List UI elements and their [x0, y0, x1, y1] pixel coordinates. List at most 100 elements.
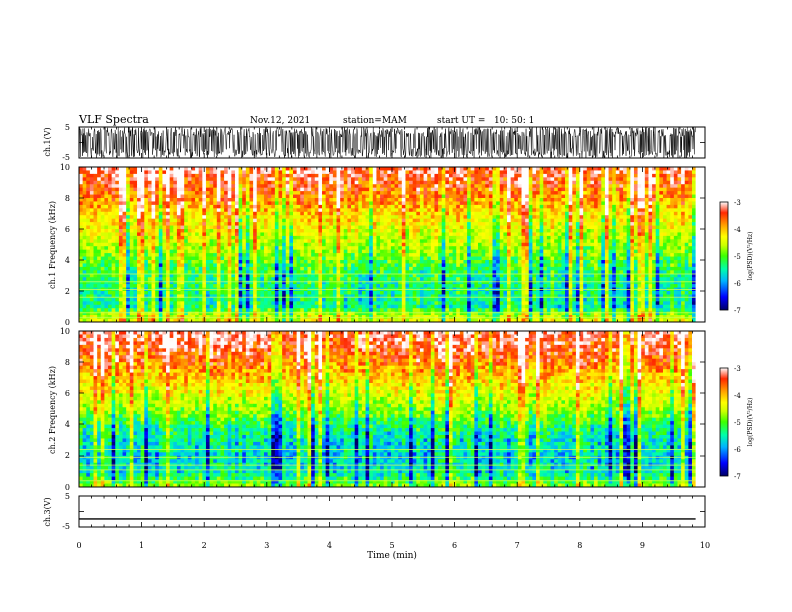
- spectrogram-cell: [97, 232, 102, 237]
- spectrogram-cell: [369, 215, 374, 220]
- spectrogram-cell: [115, 253, 120, 257]
- spectrogram-cell: [390, 194, 395, 199]
- spectrogram-cell: [554, 242, 559, 247]
- spectrogram-cell: [608, 198, 613, 202]
- spectrogram-cell: [383, 225, 388, 230]
- spectrogram-cell: [539, 201, 544, 206]
- spectrogram-cell: [517, 198, 522, 202]
- spectrogram-cell: [213, 239, 218, 244]
- spectrogram-cell: [543, 173, 548, 178]
- spectrogram-cell: [677, 218, 682, 223]
- spectrogram-cell: [517, 225, 522, 230]
- spectrogram-cell: [303, 198, 308, 202]
- spectrogram-cell: [507, 198, 512, 202]
- spectrogram-cell: [401, 229, 406, 233]
- spectrogram-cell: [604, 167, 609, 171]
- spectrogram-cell: [546, 191, 551, 195]
- spectrogram-cell: [633, 246, 638, 251]
- spectrogram-cell: [169, 246, 174, 251]
- spectrogram-cell: [329, 180, 334, 185]
- spectrogram-cell: [227, 204, 232, 209]
- spectrogram-cell: [659, 229, 664, 233]
- spectrogram-cell: [691, 242, 697, 247]
- spectrogram-cell: [162, 198, 167, 202]
- spectrogram-cell: [155, 225, 160, 230]
- spectrogram-cell: [514, 187, 519, 192]
- spectrogram-cell: [644, 201, 649, 206]
- spectrogram-cell: [427, 191, 432, 195]
- spectrogram-cell: [528, 225, 533, 230]
- spectrogram-cell: [303, 242, 308, 247]
- spectrogram-cell: [216, 187, 221, 192]
- spectrogram-cell: [137, 229, 142, 233]
- spectrogram-cell: [79, 198, 84, 202]
- spectrogram-cell: [213, 198, 218, 202]
- spectrogram-cell: [220, 204, 225, 209]
- spectrogram-cell: [648, 232, 653, 237]
- spectrogram-cell: [245, 225, 250, 230]
- spectrogram-cell: [514, 225, 519, 230]
- spectrogram-cell: [630, 173, 635, 178]
- spectrogram-cell: [648, 253, 653, 257]
- spectrogram-cell: [590, 225, 595, 230]
- spectrogram-cell: [202, 232, 207, 237]
- spectrogram-cell: [597, 170, 602, 175]
- spectrogram-cell: [525, 201, 530, 206]
- spectrogram-cell: [474, 232, 479, 237]
- spectrogram-cell: [590, 218, 595, 223]
- spectrogram-cell: [623, 208, 628, 213]
- spectrogram-cell: [670, 191, 675, 195]
- spectrogram-cell: [608, 173, 613, 178]
- spectrogram-cell: [245, 180, 250, 185]
- spectrogram-cell: [677, 177, 682, 182]
- spectrogram-cell: [612, 225, 617, 230]
- spectrogram-cell: [245, 191, 250, 195]
- spectrogram-cell: [129, 242, 134, 247]
- spectrogram-cell: [336, 256, 341, 261]
- spectrogram-cell: [474, 225, 479, 230]
- spectrogram-cell: [191, 201, 196, 206]
- spectrogram-cell: [666, 215, 671, 220]
- spectrogram-cell: [612, 249, 617, 254]
- spectrogram-cell: [380, 246, 385, 251]
- spectrogram-cell: [554, 191, 559, 195]
- spectrogram-cell: [507, 225, 512, 230]
- spectrogram-cell: [594, 173, 599, 178]
- spectrogram-cell: [187, 263, 192, 268]
- spectrogram-cell: [137, 198, 142, 202]
- spectrogram-cell: [427, 256, 432, 261]
- spectrogram-cell: [579, 232, 584, 237]
- spectrogram-cell: [390, 167, 395, 171]
- spectrogram-cell: [575, 242, 580, 247]
- spectrogram-cell: [274, 170, 279, 175]
- spectrogram-cell: [187, 180, 192, 185]
- spectrogram-cell: [155, 177, 160, 182]
- spectrogram-cell: [118, 201, 123, 206]
- spectrogram-cell: [365, 187, 370, 192]
- spectrogram-cell: [499, 246, 504, 251]
- spectrogram-cell: [601, 198, 606, 202]
- spectrogram-cell: [644, 211, 649, 216]
- spectrogram-cell: [293, 249, 298, 254]
- spectrogram-cell: [662, 187, 667, 192]
- spectrogram-cell: [594, 184, 599, 189]
- spectrogram-cell: [445, 211, 450, 216]
- spectrogram-cell: [184, 201, 189, 206]
- spectrogram-cell: [583, 253, 588, 257]
- spectrogram-cell: [575, 256, 580, 261]
- spectrogram-cell: [601, 242, 606, 247]
- spectrogram-cell: [521, 211, 526, 216]
- spectrogram-cell: [633, 225, 638, 230]
- spectrogram-cell: [507, 229, 512, 233]
- spectrogram-cell: [637, 229, 642, 233]
- spectrogram-cell: [390, 256, 395, 261]
- spectrogram-cell: [180, 173, 185, 178]
- spectrogram-cell: [401, 253, 406, 257]
- spectrogram-cell: [630, 222, 635, 226]
- spectrogram-cell: [550, 184, 555, 189]
- spectrogram-cell: [133, 180, 138, 185]
- spectrogram-cell: [303, 177, 308, 182]
- spectrogram-cell: [231, 246, 236, 251]
- spectrogram-cell: [126, 211, 131, 216]
- spectrogram-cell: [256, 184, 261, 189]
